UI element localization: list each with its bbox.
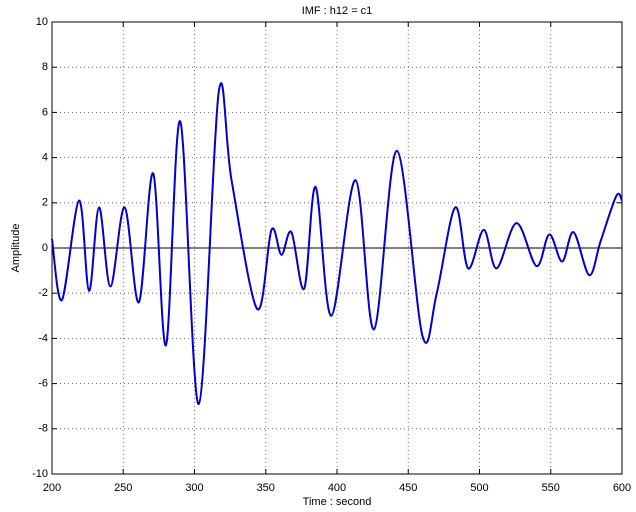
y-tick-label: 4: [42, 152, 48, 164]
x-tick-label: 400: [328, 482, 346, 494]
chart-title: IMF : h12 = c1: [302, 5, 373, 17]
x-tick-label: 300: [185, 482, 203, 494]
x-axis-label: Time : second: [303, 496, 372, 508]
y-tick-label: -8: [38, 423, 48, 435]
y-tick-label: 2: [42, 197, 48, 209]
data-line: [51, 82, 623, 405]
y-tick-label: -6: [38, 378, 48, 390]
y-tick-label: 8: [42, 61, 48, 73]
x-tick-label: 500: [470, 482, 488, 494]
y-tick-label: -4: [38, 332, 48, 344]
x-tick-label: 450: [399, 482, 417, 494]
y-tick-label: 10: [36, 16, 48, 28]
x-tick-label: 600: [613, 482, 631, 494]
x-tick-label: 350: [257, 482, 275, 494]
y-tick-label: 6: [42, 106, 48, 118]
y-tick-label: 0: [42, 242, 48, 254]
y-tick-label: -10: [32, 468, 48, 480]
x-tick-label: 200: [43, 482, 61, 494]
y-tick-label: -2: [38, 287, 48, 299]
x-tick-label: 250: [114, 482, 132, 494]
y-axis-label: Amplitude: [10, 224, 22, 273]
x-tick-label: 550: [542, 482, 560, 494]
